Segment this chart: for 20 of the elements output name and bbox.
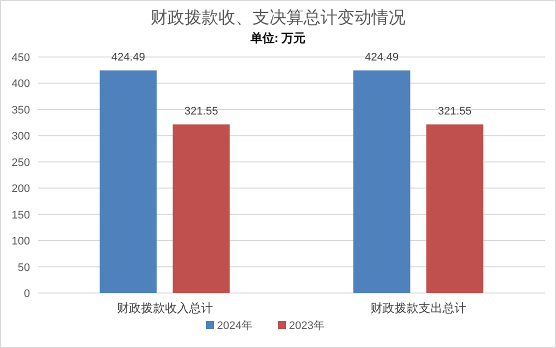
data-label: 321.55 [184, 105, 218, 118]
y-tick-label: 150 [12, 209, 30, 222]
legend-label: 2024年 [217, 320, 252, 332]
y-tick-label: 300 [12, 130, 30, 143]
data-label: 424.49 [364, 51, 399, 64]
legend-label: 2023年 [289, 320, 324, 332]
x-tick-label: 财政拨款收入总计 [116, 301, 213, 315]
y-tick-label: 400 [12, 78, 30, 90]
y-tick-label: 200 [12, 183, 30, 196]
y-tick-label: 450 [12, 52, 30, 64]
y-tick-label: 250 [12, 156, 30, 169]
title: 财政拨款收、支决算总计变动情况 [150, 8, 406, 27]
y-tick-label: 0 [24, 288, 30, 300]
subtitle: 单位: 万元 [250, 31, 306, 45]
x-tick-label: 财政拨款支出总计 [370, 301, 466, 315]
y-tick-label: 100 [12, 236, 30, 248]
y-tick-label: 50 [18, 262, 30, 274]
data-label: 424.49 [111, 51, 146, 64]
y-tick-label: 350 [12, 104, 30, 116]
data-label: 321.55 [438, 105, 472, 118]
